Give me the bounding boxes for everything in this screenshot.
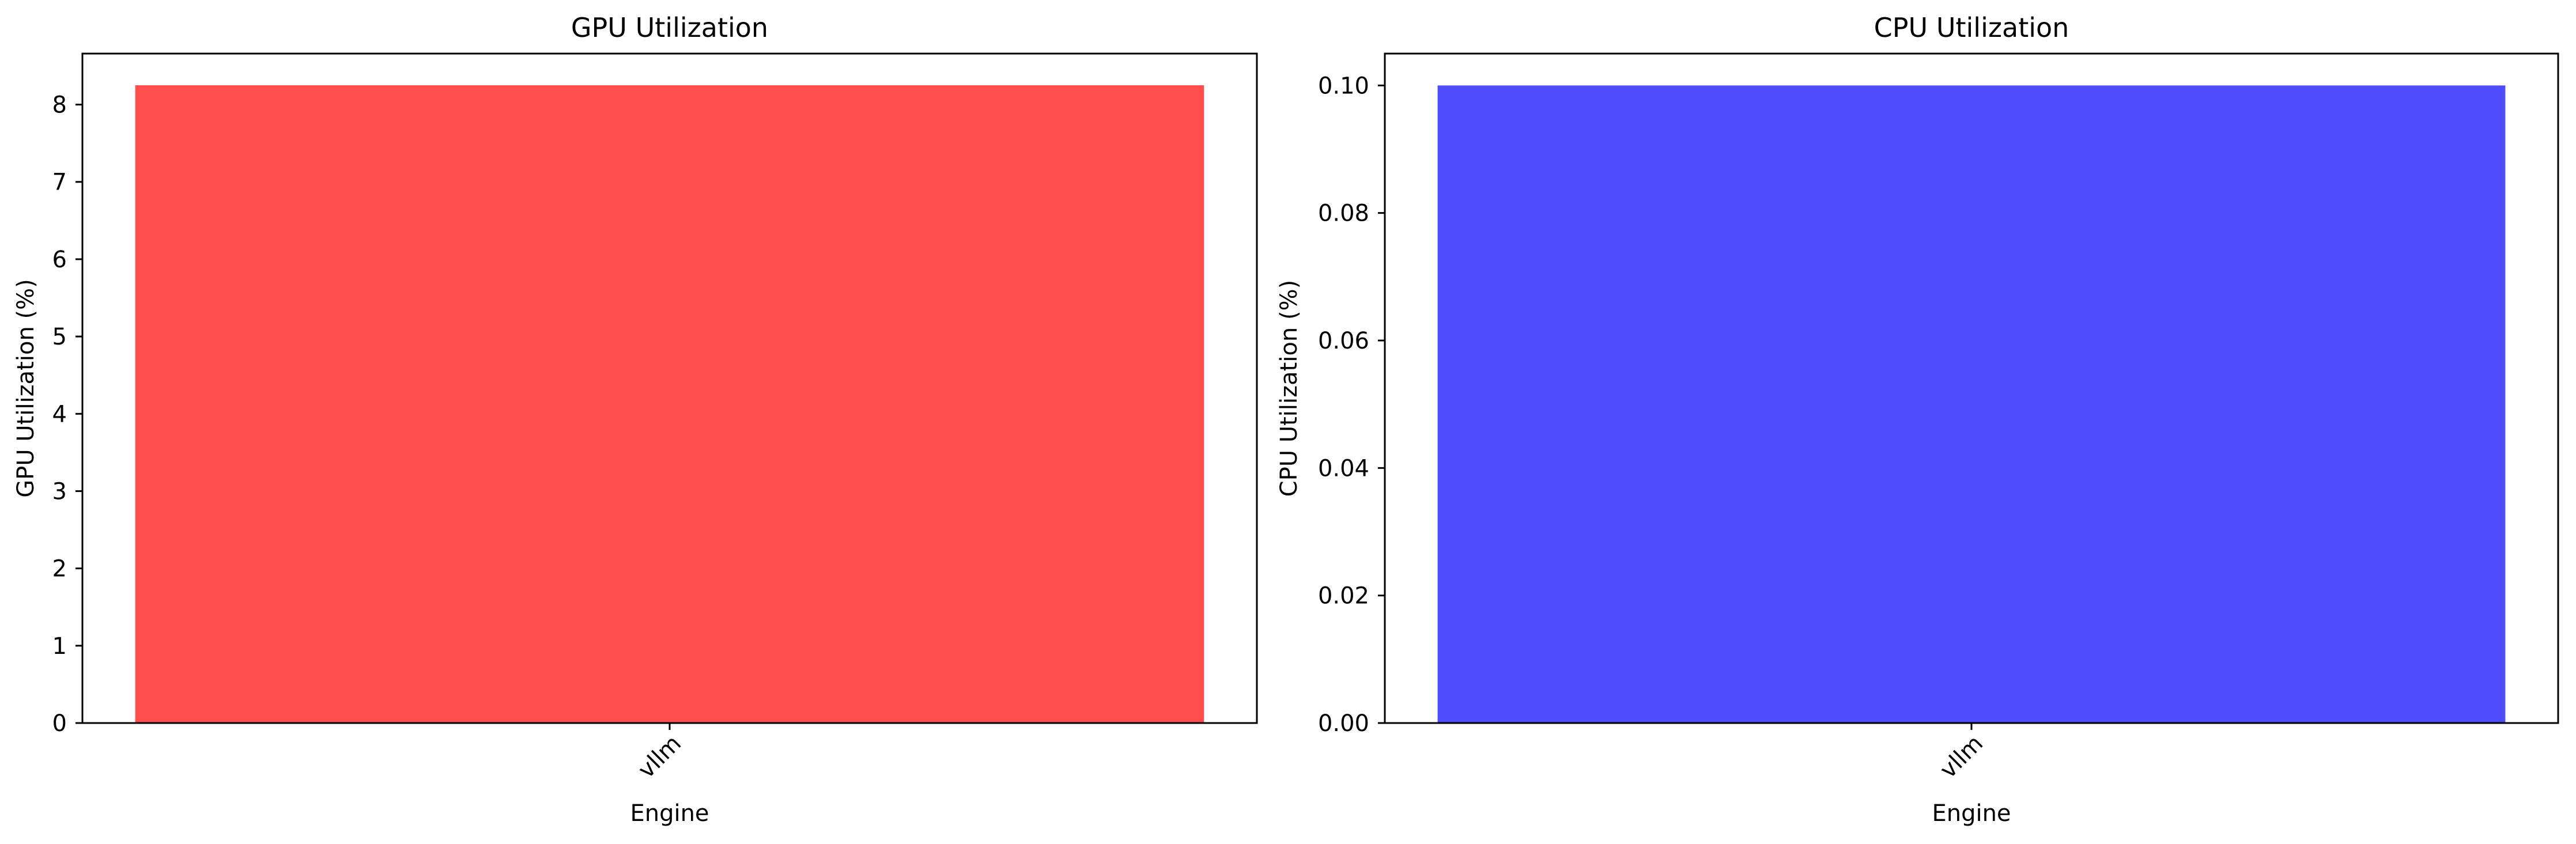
plot-area: 0 1 2 3 4 5 6 7 8 vllm	[52, 85, 1204, 784]
x-tick-label: vllm	[1935, 731, 1989, 784]
y-tick-label: 0.04	[1318, 455, 1369, 482]
y-tick-label: 6	[52, 247, 67, 273]
y-tick-label: 2	[52, 556, 67, 582]
axes-frame	[81, 52, 1258, 724]
y-tick-label: 4	[52, 401, 67, 427]
y-tick-label: 8	[52, 92, 67, 119]
plot-area: 0.00 0.02 0.04 0.06 0.08 0.10 vllm	[1318, 73, 2506, 784]
y-tick-label: 0.02	[1318, 583, 1369, 610]
x-axis-label: Engine	[630, 800, 709, 827]
gpu-utilization-chart: GPU Utilization 0 1 2 3 4 5 6 7 8 vllm Engine GPU…	[13, 12, 1258, 827]
y-axis-label: CPU Utilization (%)	[1276, 280, 1302, 497]
chart-title: CPU Utilization	[1874, 12, 2069, 43]
y-axis-label: GPU Utilization (%)	[13, 279, 39, 497]
x-tick-label: vllm	[633, 731, 687, 784]
y-tick-label: 1	[52, 633, 67, 660]
chart-title: GPU Utilization	[571, 12, 768, 43]
y-tick-label: 3	[52, 478, 67, 505]
y-tick-label: 0.10	[1318, 73, 1369, 99]
cpu-utilization-chart: CPU Utilization 0.00 0.02 0.04 0.06 0.08 0.10…	[1276, 12, 2559, 827]
y-tick-label: 0.06	[1318, 328, 1369, 354]
y-tick-label: 5	[52, 324, 67, 350]
x-axis-label: Engine	[1932, 800, 2011, 827]
bar-vllm	[135, 85, 1204, 723]
axes-frame	[1384, 52, 2559, 724]
y-tick-label: 7	[52, 169, 67, 196]
bar-vllm	[1437, 85, 2506, 723]
y-tick-label: 0	[52, 710, 67, 737]
y-tick-label: 0.00	[1318, 710, 1369, 737]
y-tick-label: 0.08	[1318, 200, 1369, 227]
